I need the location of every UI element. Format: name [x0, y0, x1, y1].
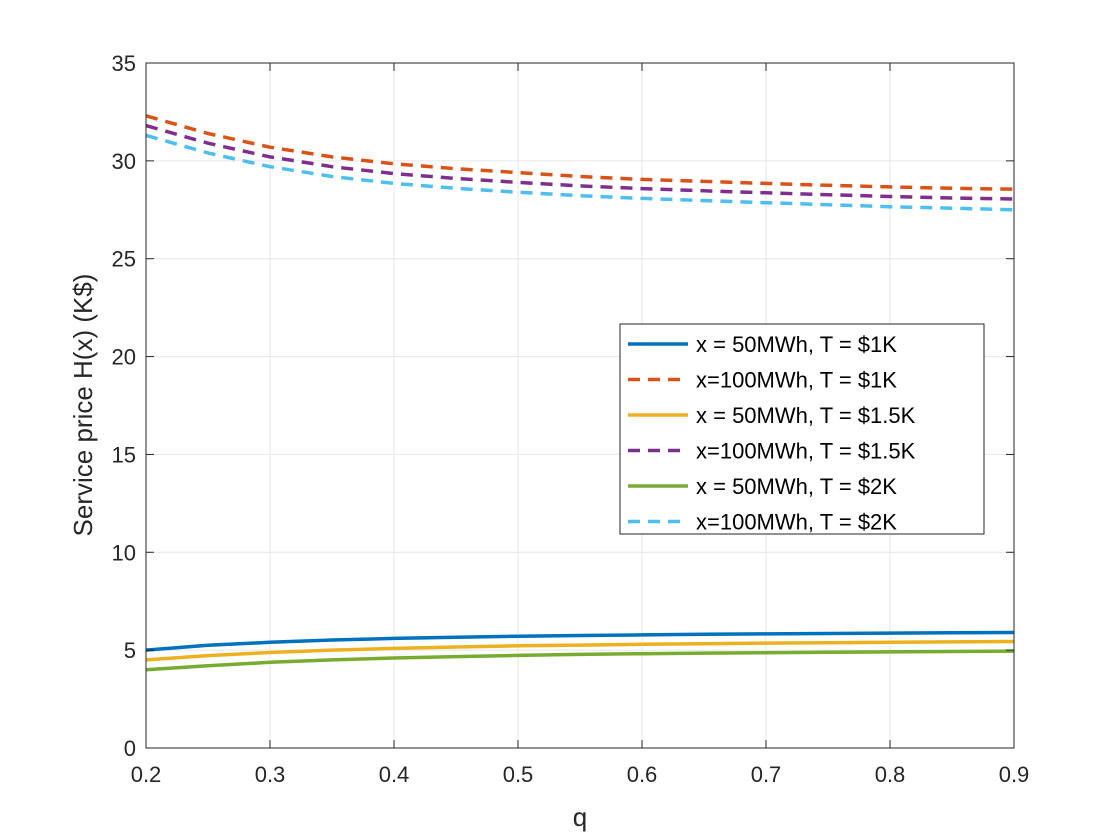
y-tick-label: 10	[112, 540, 136, 565]
x-tick-label: 0.8	[875, 762, 906, 787]
y-tick-label: 25	[112, 247, 136, 272]
series-line-2	[145, 114, 1015, 191]
x-tick-label: 0.3	[255, 762, 286, 787]
x-tick-label: 0.2	[131, 762, 162, 787]
series-line-3	[145, 639, 1015, 662]
x-tick-label: 0.9	[999, 762, 1030, 787]
legend-label-3: x = 50MWh, T = $1.5K	[696, 403, 916, 428]
x-tick-labels: 0.2 0.3 0.4 0.5 0.6 0.7 0.8 0.9	[131, 762, 1030, 787]
y-axis-title: Service price H(x) (K$)	[68, 274, 98, 537]
legend-label-1: x = 50MWh, T = $1K	[696, 332, 897, 357]
x-axis-title: q	[573, 802, 587, 832]
y-tick-label: 30	[112, 149, 136, 174]
series-line-6	[145, 133, 1015, 212]
tick-marks	[145, 62, 1015, 749]
x-tick-label: 0.7	[751, 762, 782, 787]
legend-box	[619, 323, 985, 535]
legend-label-4: x=100MWh, T = $1.5K	[696, 439, 916, 464]
x-tick-label: 0.5	[503, 762, 534, 787]
x-tick-label: 0.4	[379, 762, 410, 787]
plot-frame	[145, 62, 1015, 749]
legend-label-6: x=100MWh, T = $2K	[696, 510, 897, 535]
x-tick-label: 0.6	[627, 762, 658, 787]
y-tick-label: 5	[124, 638, 136, 663]
legend-label-2: x=100MWh, T = $1K	[696, 368, 897, 393]
legend-label-5: x = 50MWh, T = $2K	[696, 474, 897, 499]
series-line-5	[145, 649, 1015, 672]
y-tick-label: 20	[112, 345, 136, 370]
series-lines	[145, 114, 1015, 672]
series-line-4	[145, 123, 1015, 201]
legend: x = 50MWh, T = $1K x=100MWh, T = $1K x = 5…	[619, 323, 985, 535]
y-tick-label: 15	[112, 442, 136, 467]
series-line-1	[145, 630, 1015, 652]
y-tick-label: 0	[124, 736, 136, 761]
y-tick-label: 35	[112, 51, 136, 76]
y-tick-labels: 0 5 10 15 20 25 30 35	[112, 51, 136, 761]
